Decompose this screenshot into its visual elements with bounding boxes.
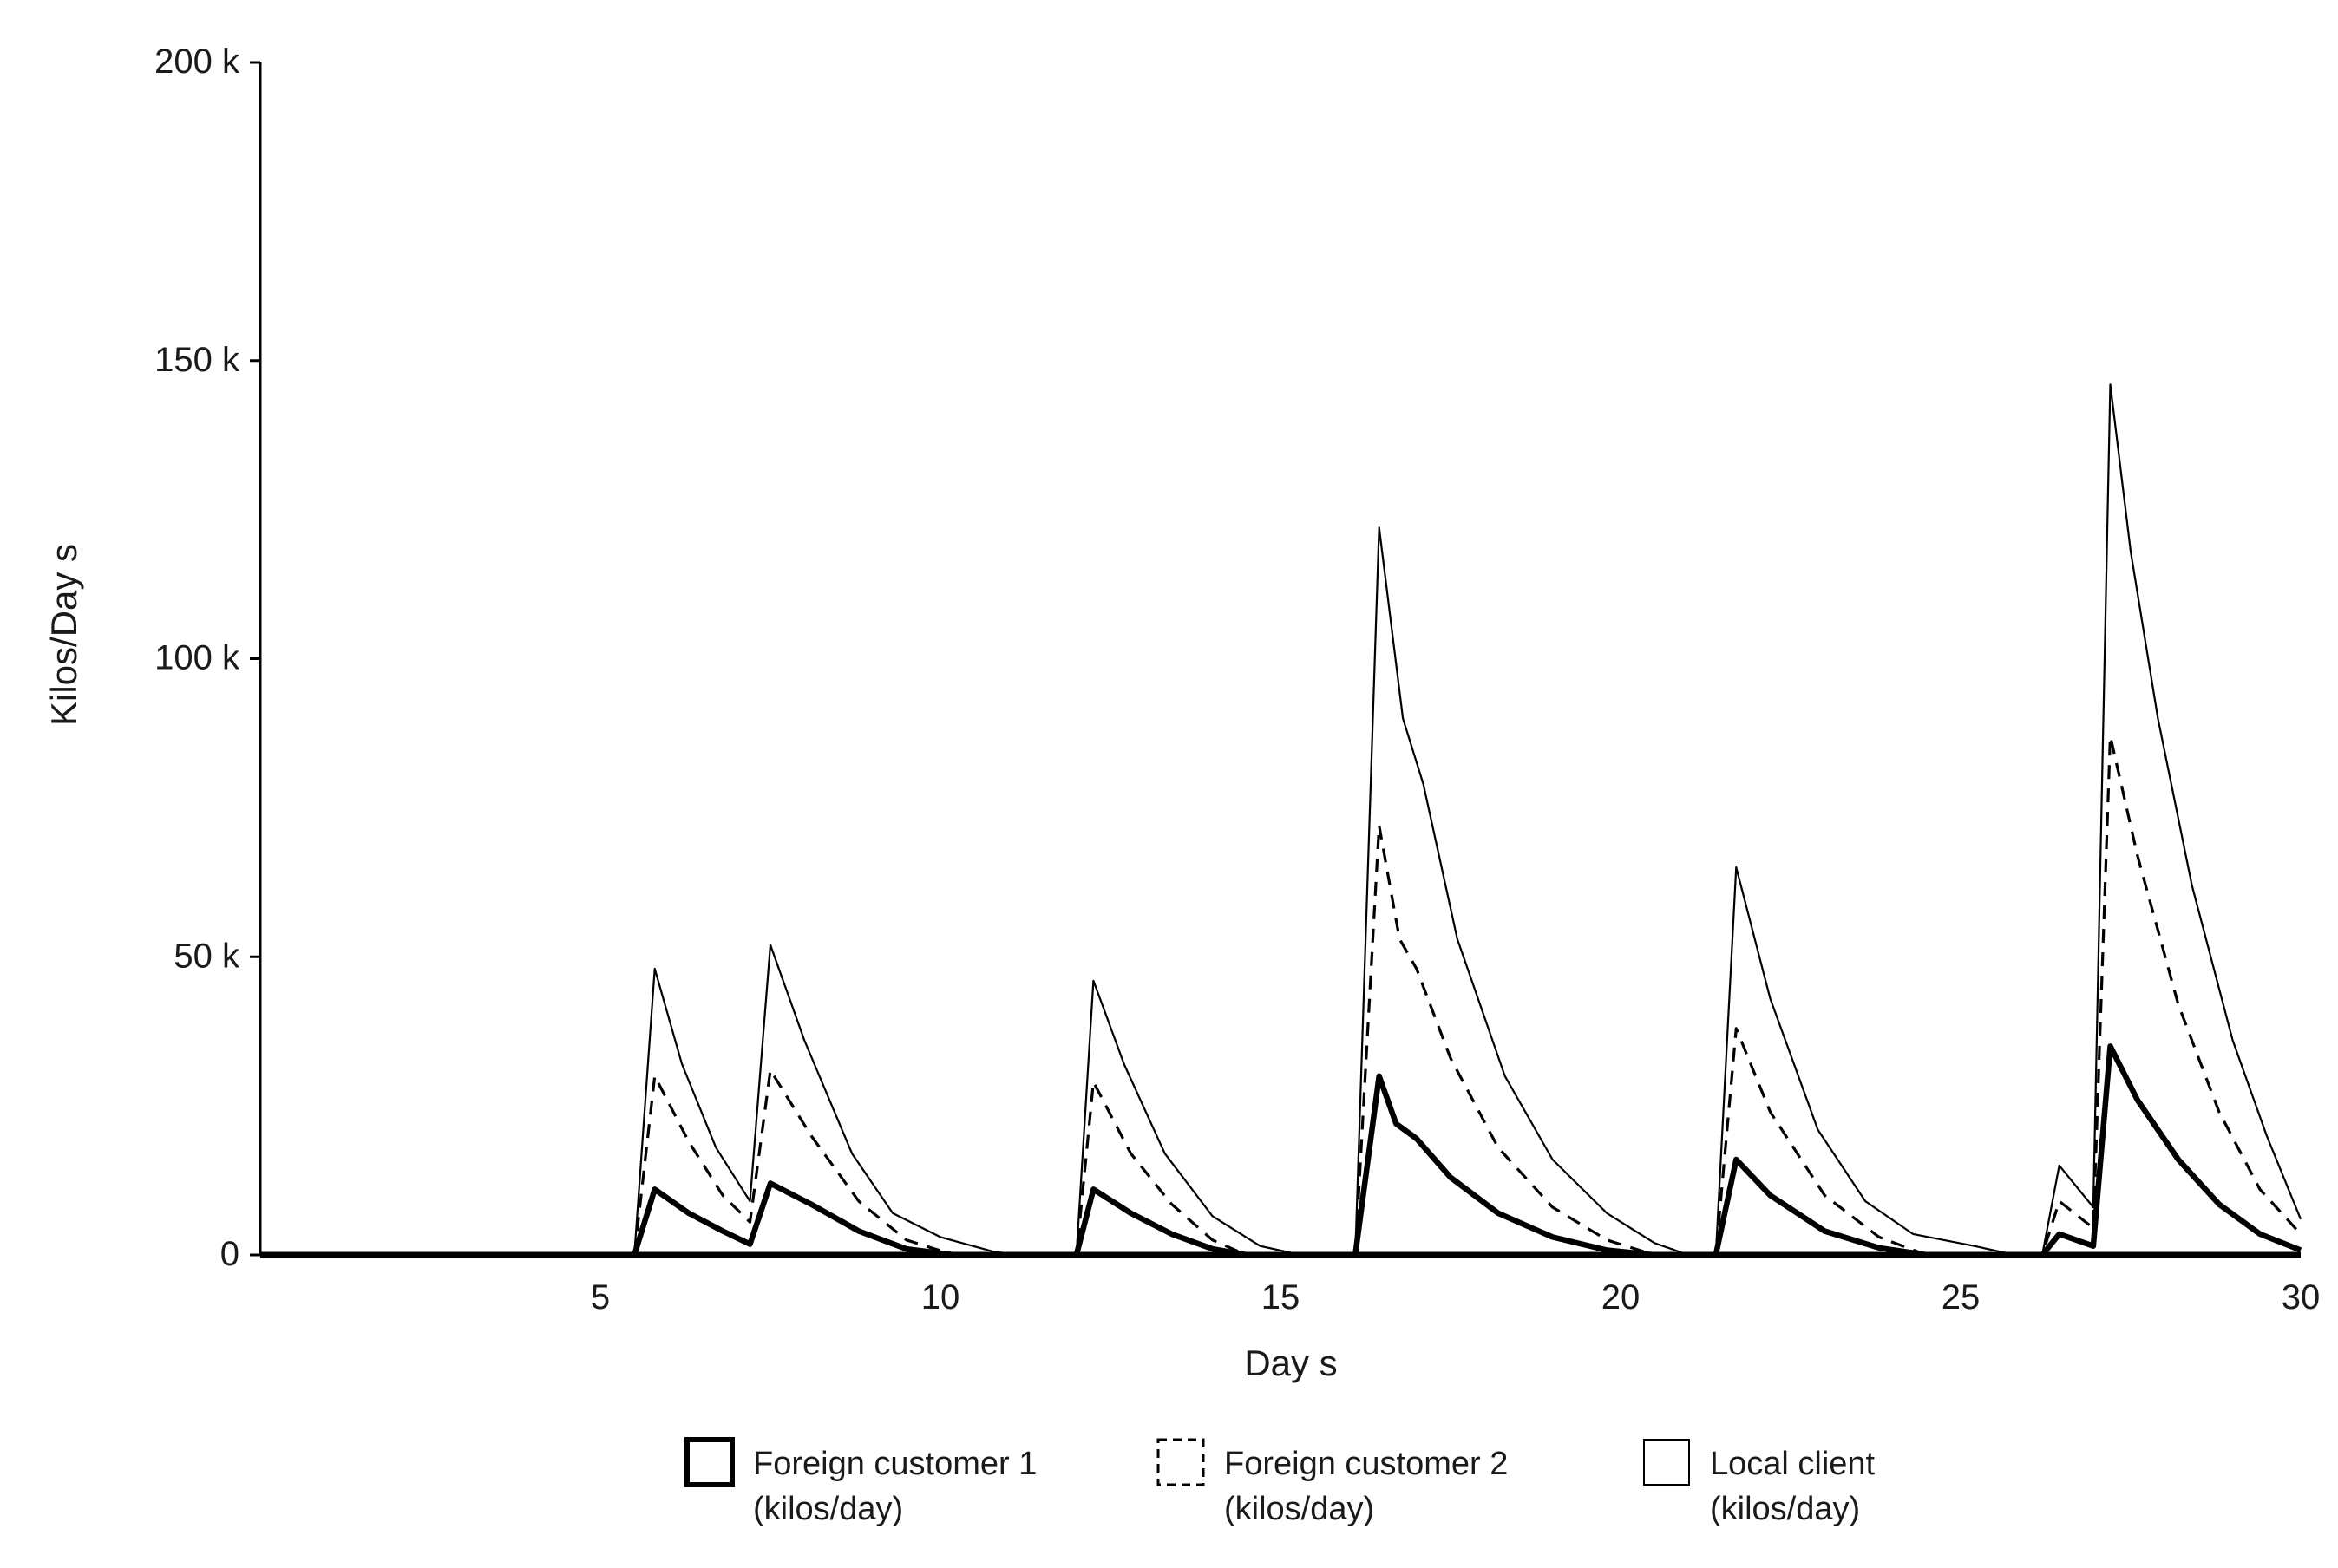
legend-label: Foreign customer 1 (kilos/day) <box>753 1446 1037 1527</box>
legend: Foreign customer 1 (kilos/day) Foreign cus… <box>684 1437 1876 1527</box>
series-line-2 <box>260 735 2302 1257</box>
legend-label: Local client (kilos/day) <box>1710 1446 1876 1527</box>
series-line-1 <box>260 1043 2302 1258</box>
y-axis-title: Kilos/Day s <box>43 544 84 726</box>
legend-item-1: Foreign customer 1 (kilos/day) <box>684 1437 1037 1527</box>
series-layer <box>260 383 2302 1258</box>
x-axis-title: Day s <box>1244 1343 1337 1383</box>
plot-area: 0 50 k 100 k 150 k 200 k 5 10 15 20 25 30 <box>154 42 2320 1316</box>
x-tick-label: 15 <box>1261 1278 1300 1316</box>
y-tick-label: 100 k <box>154 639 240 677</box>
x-tick-label: 30 <box>2282 1278 2321 1316</box>
x-axis-ticks: 5 10 15 20 25 30 <box>591 1278 2320 1316</box>
y-axis-ticks: 0 50 k 100 k 150 k 200 k <box>154 42 260 1273</box>
legend-item-3: Local client (kilos/day) <box>1643 1439 1876 1527</box>
x-tick-label: 25 <box>1942 1278 1981 1316</box>
legend-swatch <box>1156 1438 1205 1486</box>
series-line-3 <box>260 383 2302 1257</box>
legend-label: Foreign customer 2 (kilos/day) <box>1224 1446 1508 1527</box>
legend-swatch <box>684 1437 735 1487</box>
y-tick-label: 200 k <box>154 42 240 81</box>
x-tick-label: 10 <box>921 1278 960 1316</box>
legend-swatch <box>1643 1439 1690 1486</box>
x-tick-label: 5 <box>591 1278 610 1316</box>
y-tick-label: 50 k <box>174 937 240 975</box>
x-tick-label: 20 <box>1601 1278 1641 1316</box>
y-tick-label: 150 k <box>154 341 240 379</box>
legend-item-2: Foreign customer 2 (kilos/day) <box>1156 1438 1508 1527</box>
y-tick-label: 0 <box>220 1235 239 1273</box>
